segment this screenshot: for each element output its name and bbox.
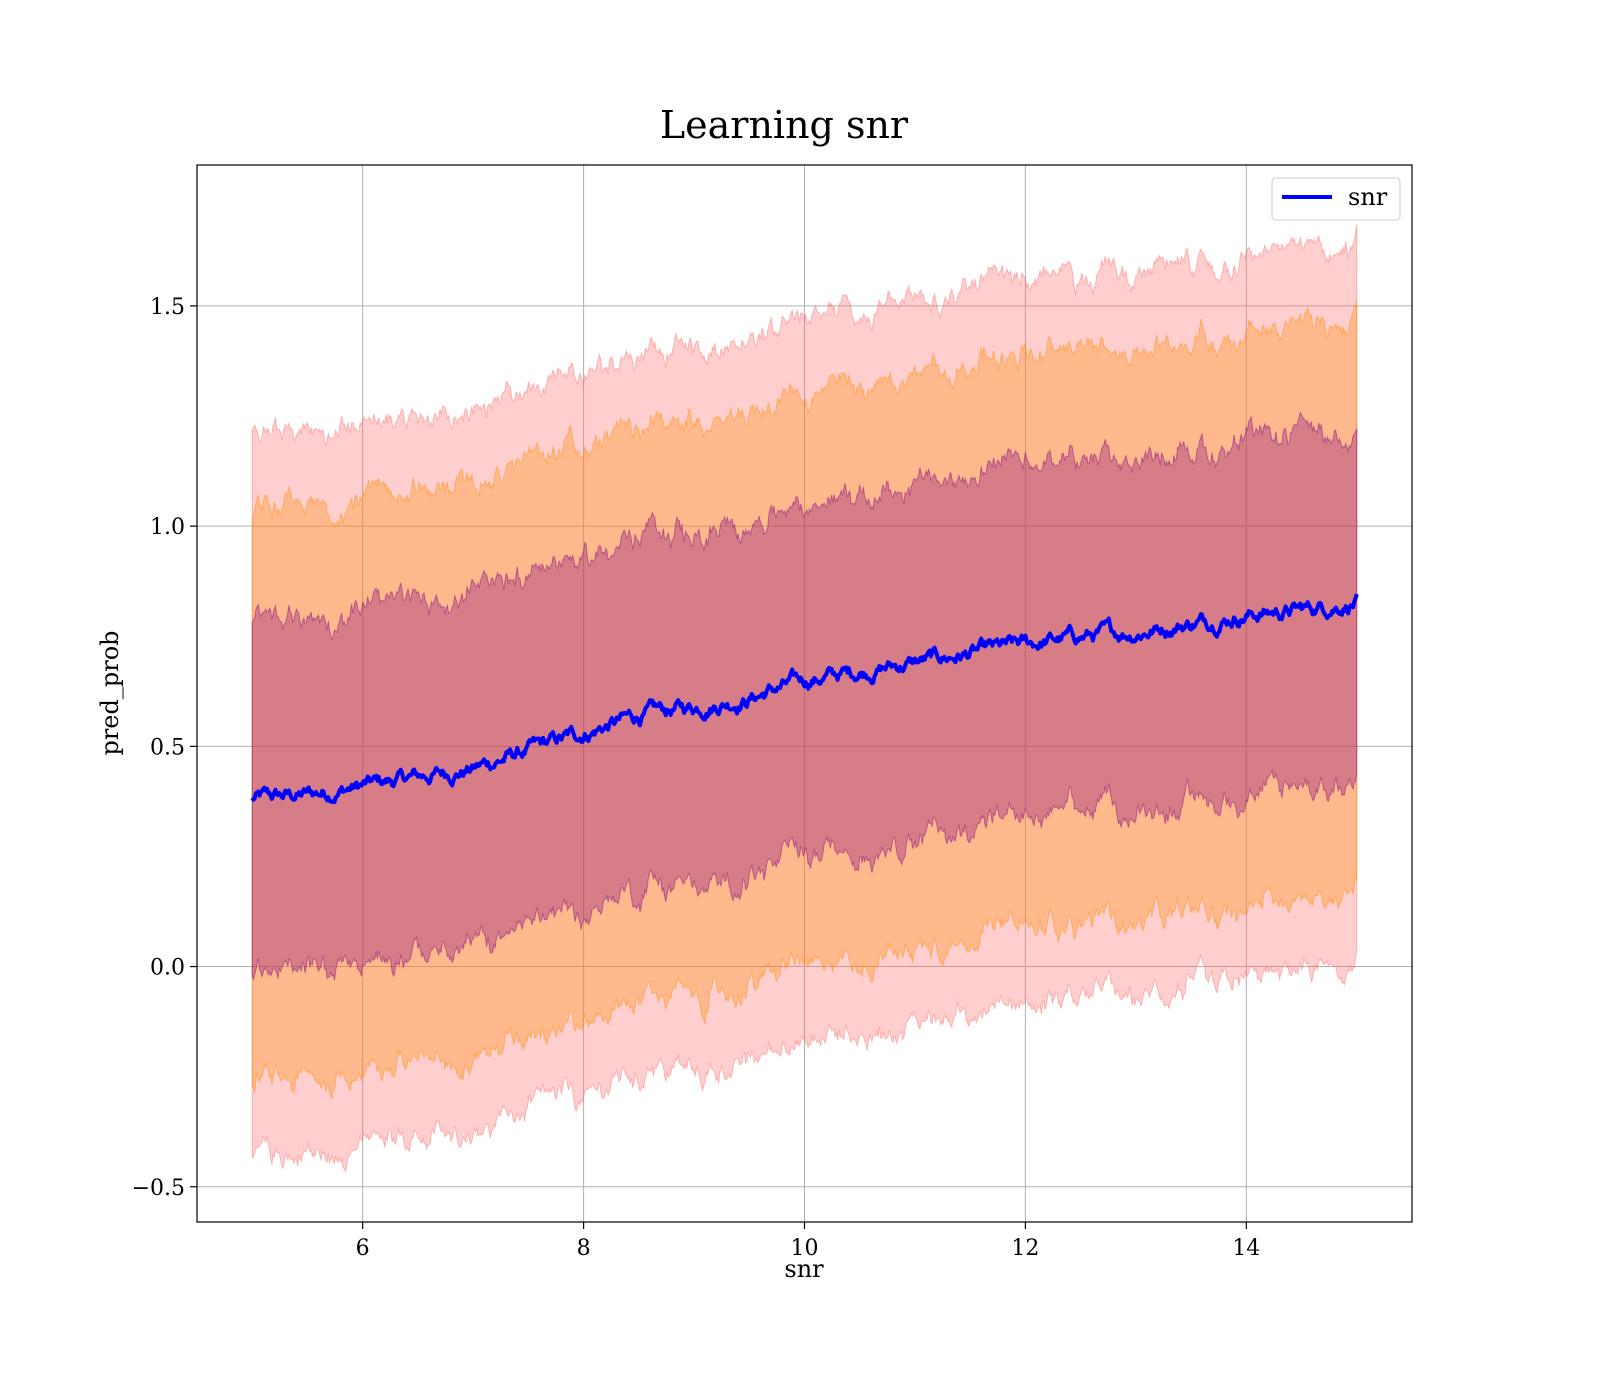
x-axis-ticks: 6 8 10 12 14 <box>356 1222 1260 1261</box>
band-sigma-3 <box>251 224 1358 1173</box>
y-tick-label-0: −0.5 <box>132 1176 185 1201</box>
x-tick-label-2: 10 <box>791 1236 819 1261</box>
band-sigma-2 <box>251 301 1358 1101</box>
series-line-snr <box>250 593 1359 805</box>
chart-title: Learning snr <box>660 103 909 147</box>
legend: snr <box>1271 177 1401 221</box>
y-tick-label-2: 0.5 <box>150 735 185 760</box>
legend-box <box>1271 177 1401 221</box>
x-tick-label-1: 8 <box>577 1236 591 1261</box>
band-sigma-1 <box>251 411 1358 981</box>
legend-entry-snr: snr <box>1348 183 1388 211</box>
y-tick-label-4: 1.5 <box>150 295 185 320</box>
x-axis-label: snr <box>784 1255 824 1283</box>
series-lines <box>250 593 1359 805</box>
x-tick-label-3: 12 <box>1011 1236 1039 1261</box>
uncertainty-bands <box>251 224 1358 1173</box>
grid <box>197 165 1412 1222</box>
y-tick-label-3: 1.0 <box>150 515 185 540</box>
y-tick-label-1: 0.0 <box>150 956 185 981</box>
y-axis-ticks: −0.5 0.0 0.5 1.0 1.5 <box>132 295 197 1201</box>
x-tick-label-0: 6 <box>356 1236 370 1261</box>
x-tick-label-4: 14 <box>1232 1236 1260 1261</box>
y-axis-label: pred_prob <box>96 630 124 755</box>
